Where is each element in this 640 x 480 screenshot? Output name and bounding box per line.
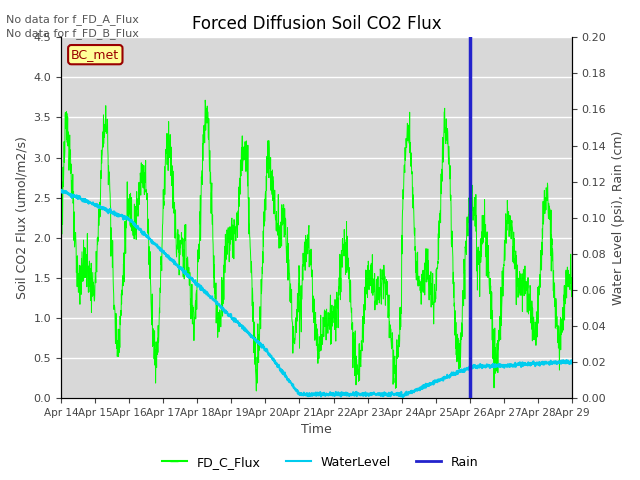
Title: Forced Diffusion Soil CO2 Flux: Forced Diffusion Soil CO2 Flux — [192, 15, 442, 33]
Y-axis label: Water Level (psi), Rain (cm): Water Level (psi), Rain (cm) — [612, 131, 625, 305]
Text: No data for f_FD_A_Flux
No data for f_FD_B_Flux: No data for f_FD_A_Flux No data for f_FD… — [6, 14, 140, 39]
Text: BC_met: BC_met — [71, 48, 120, 61]
X-axis label: Time: Time — [301, 423, 332, 436]
Y-axis label: Soil CO2 Flux (umol/m2/s): Soil CO2 Flux (umol/m2/s) — [15, 136, 28, 299]
Legend: FD_C_Flux, WaterLevel, Rain: FD_C_Flux, WaterLevel, Rain — [157, 451, 483, 474]
